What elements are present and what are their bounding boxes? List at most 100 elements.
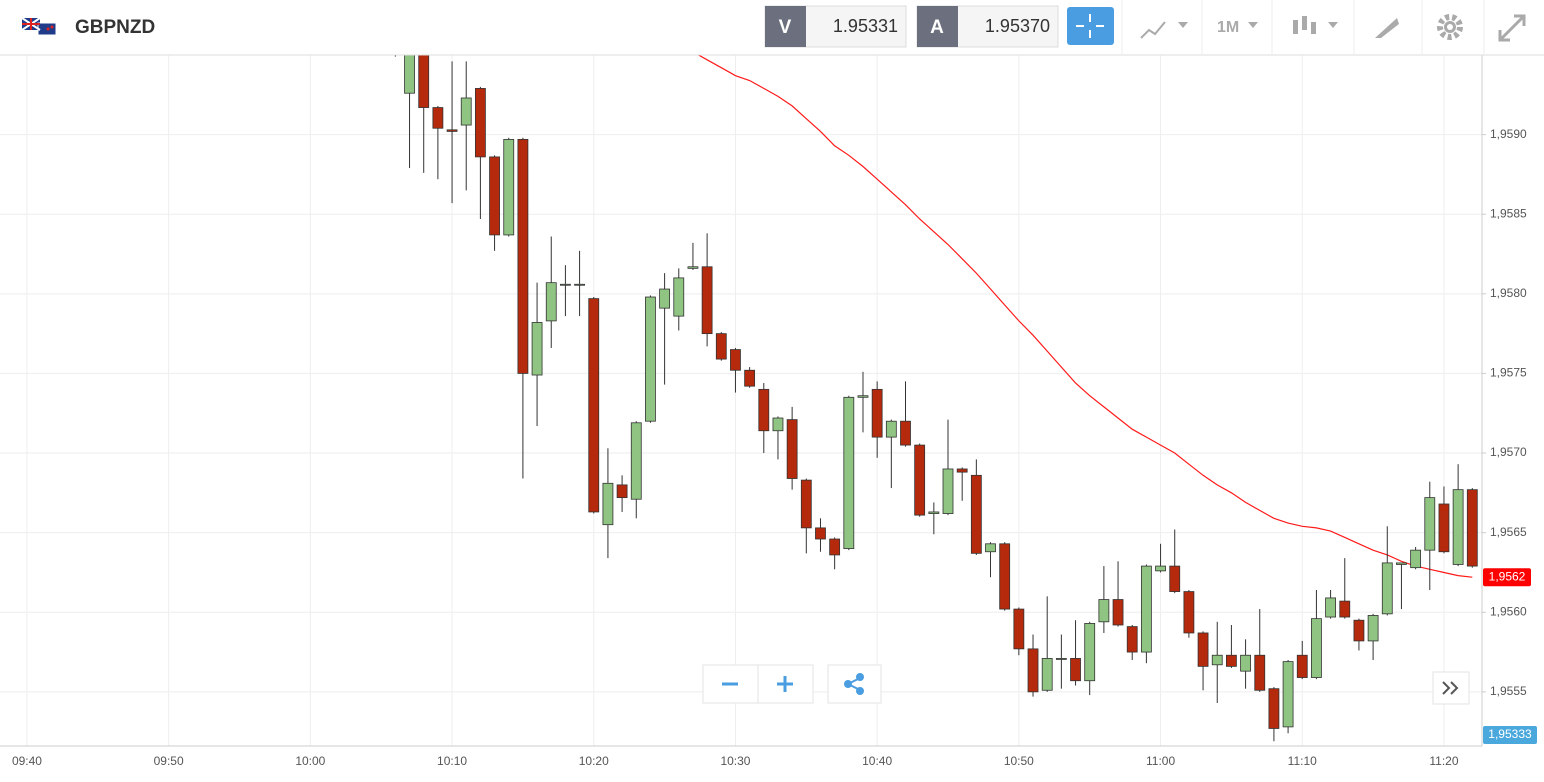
ma-value-box <box>1483 568 1531 587</box>
x-tick-label: 10:00 <box>295 754 325 768</box>
draw-button[interactable] <box>1375 18 1399 38</box>
candle-body <box>829 538 841 556</box>
candle-body <box>744 369 756 387</box>
candle-body <box>1155 565 1166 572</box>
candle-body <box>404 55 415 94</box>
share-button[interactable] <box>827 664 882 704</box>
flag <box>21 17 57 36</box>
fullscreen-button[interactable] <box>1498 14 1526 42</box>
ma-value-label: 1,9562 <box>1489 569 1526 583</box>
y-tick-label: 1,9565 <box>1490 525 1527 539</box>
candle-body <box>574 283 585 286</box>
y-tick-label: 1,9575 <box>1490 366 1527 380</box>
candle-body <box>418 55 430 108</box>
candle-body <box>1112 599 1124 626</box>
moving-average-line <box>697 55 1473 578</box>
candle-body <box>1367 615 1379 642</box>
y-tick-label: 1,9590 <box>1490 127 1527 141</box>
candle-body <box>1268 688 1280 729</box>
candle-body <box>1098 599 1110 623</box>
candle-body <box>1353 619 1365 642</box>
crosshair-button[interactable] <box>1067 7 1114 45</box>
candle-body <box>885 420 897 438</box>
candle-body <box>517 138 529 374</box>
candle-body <box>1452 489 1464 565</box>
price-box <box>1483 726 1537 744</box>
candle-body <box>857 395 869 398</box>
symbol: GBPNZD <box>75 17 155 38</box>
x-tick-label: 10:30 <box>720 754 750 768</box>
plot <box>389 55 1478 742</box>
candle-body <box>489 156 500 236</box>
candle-body <box>645 296 656 422</box>
candle-body <box>1084 623 1096 682</box>
candle-style-button[interactable] <box>1293 16 1338 34</box>
candle-body <box>630 422 642 500</box>
x-tick-label: 10:10 <box>437 754 467 768</box>
x-tick-label: 10:20 <box>579 754 609 768</box>
candle-body <box>1013 608 1025 650</box>
candle-body <box>1041 658 1053 691</box>
bid-label: V <box>779 17 792 38</box>
candle-body <box>432 107 444 129</box>
candle-body <box>900 420 911 446</box>
candle-body <box>1381 562 1393 615</box>
zoom-out-button[interactable] <box>702 664 759 704</box>
candle-body <box>531 322 543 376</box>
candle-body <box>1027 648 1039 693</box>
candle-body <box>1410 549 1422 569</box>
candle-body <box>956 468 968 473</box>
candle-body <box>1339 600 1351 618</box>
candle-body <box>999 543 1011 610</box>
ask-label-box <box>917 6 958 47</box>
price-label: 1,95333 <box>1488 727 1532 741</box>
candle-body <box>687 266 699 269</box>
candle-body <box>474 88 486 158</box>
settings-button[interactable] <box>1437 14 1463 40</box>
candle-body <box>1325 597 1336 618</box>
candle-body <box>1424 497 1436 551</box>
candle-body <box>914 444 926 516</box>
candle-body <box>1466 489 1478 567</box>
candle-body <box>602 482 614 526</box>
timeframe[interactable]: 1M <box>1217 19 1239 36</box>
candle-body <box>928 511 940 514</box>
candle-body <box>503 138 515 236</box>
candle-body <box>985 543 996 553</box>
axes: 1,9555 1,9560 1,9565 1,9570 1,9575 1,9580 1,95… <box>12 127 1537 768</box>
y-tick-label: 1,9555 <box>1490 684 1527 698</box>
chart-type-button[interactable] <box>1140 21 1188 39</box>
candle-body <box>1070 658 1081 682</box>
candle-body <box>1211 654 1223 666</box>
candle-body <box>1311 618 1322 678</box>
zoom-in-button[interactable] <box>757 664 814 704</box>
candle-body <box>1296 654 1308 678</box>
x-tick-label: 11:00 <box>1146 754 1175 768</box>
candle-body <box>1183 591 1195 634</box>
candle-body <box>659 288 671 309</box>
x-tick-label: 09:40 <box>12 754 42 768</box>
candle-body <box>815 527 826 540</box>
ask-price: 1.95370 <box>985 16 1050 36</box>
candle-body <box>1282 661 1294 728</box>
y-tick-label: 1,9585 <box>1490 206 1527 220</box>
candle-body <box>772 417 784 432</box>
candle-body <box>800 479 812 529</box>
candle-body <box>1197 632 1209 667</box>
x-tick-label: 09:50 <box>154 754 184 768</box>
candle-body <box>545 282 557 322</box>
scroll-right-button[interactable] <box>1432 671 1470 705</box>
candle-body <box>1140 565 1152 653</box>
candle-body <box>1438 503 1450 553</box>
y-tick-label: 1,9570 <box>1490 445 1527 459</box>
candle-body <box>560 283 571 286</box>
x-tick-label: 10:40 <box>862 754 892 768</box>
x-tick-label: 11:20 <box>1429 754 1458 768</box>
x-tick-label: 10:50 <box>1004 754 1034 768</box>
bid-label-box <box>765 6 806 47</box>
candle-body <box>446 129 458 132</box>
candle-body <box>1055 658 1067 660</box>
